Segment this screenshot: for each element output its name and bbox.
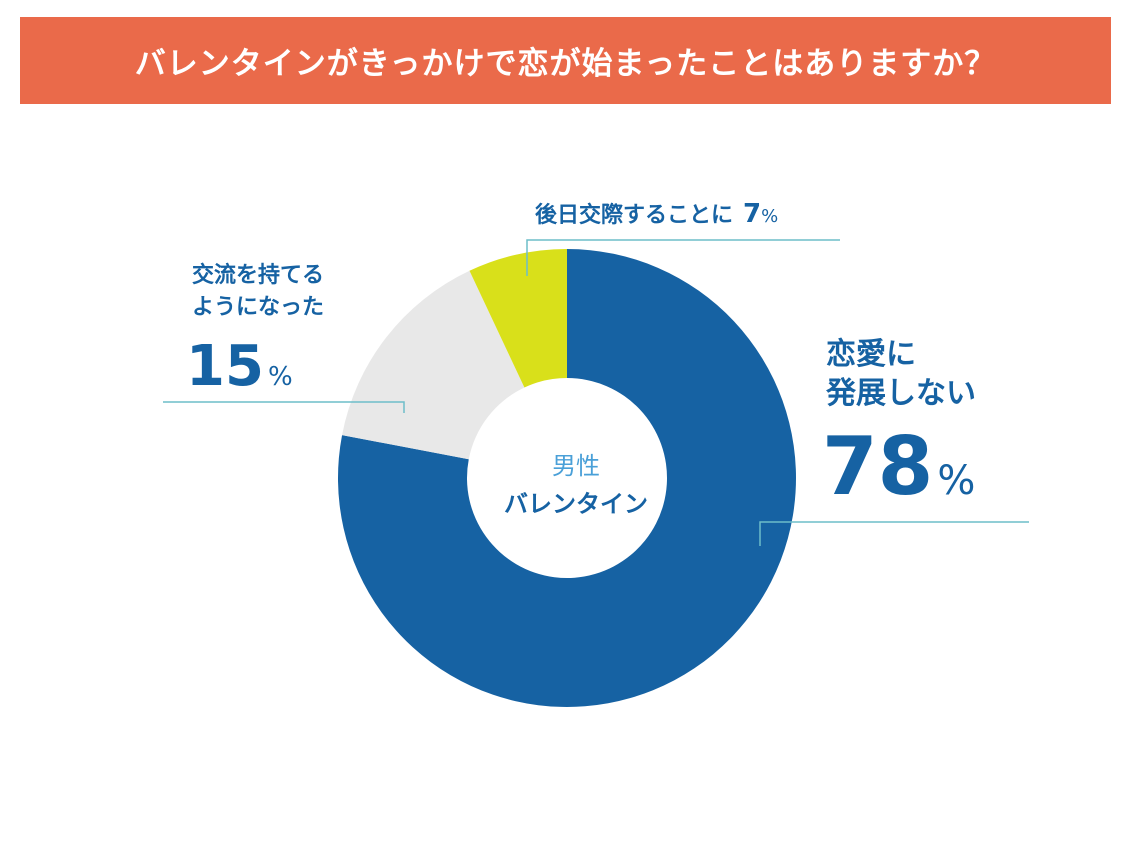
chart-title: バレンタインがきっかけで恋が始まったことはありますか？ <box>134 46 997 82</box>
donut-slices <box>338 249 796 708</box>
center-label-event: バレンタイン <box>504 490 648 518</box>
slice-friends <box>342 270 525 460</box>
label-no-romance-unit: % <box>937 458 975 504</box>
leader-line-dating <box>526 239 840 276</box>
label-friends-unit: % <box>268 362 293 392</box>
center-label-gender: 男性 <box>552 452 600 480</box>
label-friends-line2: ようになった <box>192 295 324 320</box>
label-dating-value: 7 <box>743 199 761 229</box>
label-no-romance-value: 78 <box>822 420 933 513</box>
label-dating-text: 後日交際することに <box>535 202 733 228</box>
label-friends-line1: 交流を持てる <box>192 262 324 288</box>
slice-dating <box>469 249 567 388</box>
label-no-romance-percent: 78% <box>822 420 975 513</box>
label-friends-value: 15 <box>186 334 264 399</box>
label-dating-unit: % <box>761 206 778 227</box>
label-dating: 後日交際することに 7% <box>535 199 778 229</box>
leader-line-no-romance <box>759 521 1029 546</box>
slice-no-romance <box>338 249 796 708</box>
leader-lines <box>163 239 1029 546</box>
label-no-romance-line1: 恋愛に <box>826 337 916 372</box>
label-friends-percent: 15% <box>186 334 293 399</box>
title-banner: バレンタインがきっかけで恋が始まったことはありますか？ <box>20 17 1111 104</box>
label-no-romance-line2: 発展しない <box>825 376 976 411</box>
leader-line-friends <box>163 401 405 413</box>
